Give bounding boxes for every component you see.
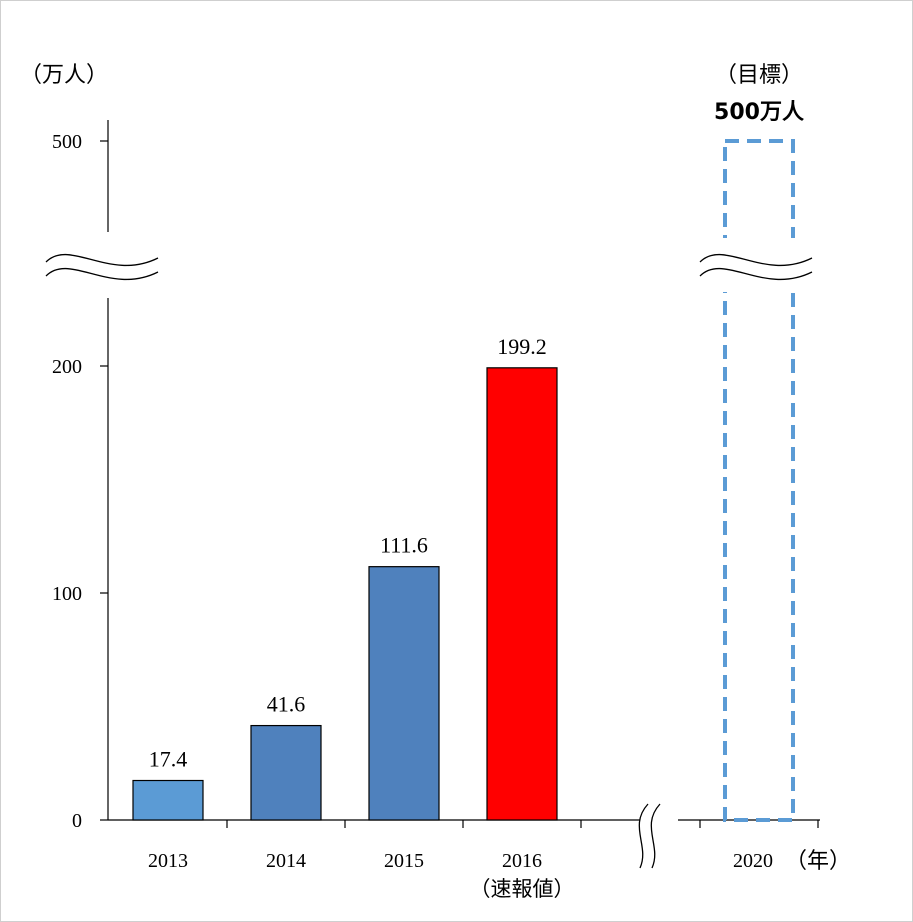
x-tick-label-2013: 2013 [148,850,188,872]
target-label: （目標） [715,63,803,88]
y-axis-break-mark [45,253,159,267]
data-label-2014: 41.6 [267,692,306,717]
data-label-2013: 17.4 [149,747,188,772]
y-tick-label: 200 [52,356,82,378]
data-label-2015: 111.6 [380,533,428,558]
data-label-2020: 500万人 [714,100,804,125]
x-tick-label-2016: 2016 [502,850,542,872]
x-axis-unit-label: （年） [785,849,851,874]
x-tick-label-2020: 2020 [733,850,773,872]
y-tick-label: 0 [72,810,82,832]
bar-2014 [250,724,322,821]
x-tick-label-2015: 2015 [384,850,424,872]
data-label-2016: 199.2 [497,334,547,359]
bar-2020-target [723,139,795,822]
y-axis-break-mark [45,267,159,281]
bars [132,139,820,822]
x-axis-break-mark [650,803,661,869]
bar-2015 [368,566,440,821]
bar-2016 [486,367,558,821]
target-break-mark [699,253,813,267]
y-axis-unit-label: （万人） [20,63,108,88]
x-axis-break-mark [638,803,649,869]
bar-2013 [132,779,204,821]
y-tick-label: 100 [52,583,82,605]
target-break-mark [699,267,813,281]
labels: 0 100 200 500 （万人） 17.4 41.6 111.6 199.2 （目標） 500万… [20,63,851,901]
target-break-mask [700,238,820,292]
x-tick-label-2014: 2014 [266,850,306,872]
y-tick-label: 500 [52,131,82,153]
x-tick-sublabel-2016: （速報値） [470,877,575,901]
